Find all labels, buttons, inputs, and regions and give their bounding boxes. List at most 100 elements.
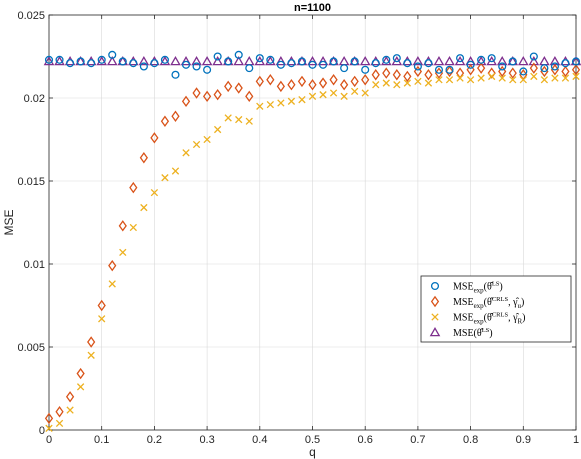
ls-exp-point xyxy=(118,57,127,66)
legend-label: MSEexp(θ̂LS) xyxy=(453,281,503,295)
crls-gamma-u-point xyxy=(224,80,233,93)
ls-exp-point xyxy=(329,57,338,66)
legend: MSEexp(θ̂LS)MSEexp(θ̂CRLS, γ̂u) MSEexp(θ̂… xyxy=(420,275,572,343)
crls-gamma-u-point xyxy=(403,70,412,83)
crls-gamma-u-point xyxy=(65,391,75,403)
crls-gamma-r-point xyxy=(340,92,348,100)
crls-gamma-u-point xyxy=(245,90,254,103)
crls-gamma-r-point xyxy=(66,406,74,414)
crls-gamma-r-point xyxy=(488,72,496,81)
chart-title: n=1100 xyxy=(294,2,331,14)
legend-ls-exp-marker xyxy=(430,281,440,291)
ls-exp-point xyxy=(297,57,307,66)
ls-exp-point xyxy=(203,65,212,74)
legend-ls-theory-marker xyxy=(429,326,441,337)
crls-gamma-u-point xyxy=(487,67,496,79)
ls-exp-point xyxy=(498,62,507,71)
ls-exp-point xyxy=(392,54,401,63)
ls-theory-point xyxy=(191,55,202,66)
ls-exp-point xyxy=(371,59,380,68)
crls-gamma-r-point xyxy=(235,115,243,124)
crls-gamma-u-point xyxy=(118,220,127,232)
ls-exp-point xyxy=(308,60,317,69)
crls-gamma-u-point xyxy=(234,82,243,94)
crls-gamma-r-point xyxy=(466,76,475,84)
grid-lines xyxy=(48,14,577,431)
crls-gamma-u-point xyxy=(413,65,423,78)
ls-theory-point xyxy=(444,55,455,66)
ls-exp-point xyxy=(487,54,496,63)
ls-exp-point xyxy=(382,55,391,64)
crls-gamma-u-point xyxy=(329,74,338,86)
crls-gamma-u-point xyxy=(129,181,138,194)
crls-gamma-r-point xyxy=(361,89,369,97)
ls-exp-point xyxy=(403,59,412,68)
ls-exp-point xyxy=(287,59,296,68)
ls-theory-point xyxy=(180,55,192,66)
series-crls-gamma-u xyxy=(44,62,581,425)
ls-exp-point xyxy=(508,57,517,66)
data-markers xyxy=(43,50,581,432)
x-tick-label: 0.1 xyxy=(94,434,109,446)
crls-gamma-u-point xyxy=(192,87,201,99)
crls-gamma-r-point xyxy=(551,74,559,82)
crls-gamma-u-point xyxy=(108,259,117,272)
ls-theory-point xyxy=(212,55,223,66)
legend-label: MSE(θ̂LS) xyxy=(453,327,493,339)
crls-gamma-u-point xyxy=(150,132,159,144)
y-tick-label: 0 xyxy=(39,425,45,437)
crls-gamma-u-point xyxy=(561,65,570,78)
x-tick-label: 0.5 xyxy=(305,434,320,446)
y-axis-label: MSE xyxy=(2,209,16,235)
ls-exp-point xyxy=(160,55,169,64)
x-tick-label: 0.3 xyxy=(199,434,214,446)
crls-gamma-u-point xyxy=(55,406,64,418)
crls-gamma-r-point xyxy=(351,87,359,96)
ls-theory-point xyxy=(359,55,371,66)
ls-exp-point xyxy=(192,62,201,71)
crls-gamma-r-point xyxy=(171,167,180,175)
crls-gamma-u-point xyxy=(266,74,275,86)
x-tick-label: 0 xyxy=(46,434,52,446)
crls-gamma-u-point xyxy=(139,152,148,164)
ls-exp-point xyxy=(234,50,243,59)
ls-theory-point xyxy=(307,55,318,66)
x-tick-label: 0.7 xyxy=(410,434,425,446)
ls-exp-point xyxy=(540,64,549,73)
crls-gamma-r-point xyxy=(319,91,327,99)
crls-gamma-r-point xyxy=(192,140,201,149)
crls-gamma-u-point xyxy=(466,64,475,76)
crls-gamma-r-point xyxy=(245,117,253,125)
ls-exp-point xyxy=(255,54,264,63)
ls-theory-point xyxy=(43,55,55,66)
crls-gamma-r-point xyxy=(329,89,338,97)
crls-gamma-r-point xyxy=(424,79,433,87)
crls-gamma-r-point xyxy=(182,149,190,157)
crls-gamma-r-point xyxy=(161,174,169,182)
ls-theory-point xyxy=(106,55,118,66)
crls-gamma-r-point xyxy=(445,76,454,84)
crls-gamma-r-point xyxy=(129,223,137,232)
crls-gamma-u-point xyxy=(350,75,359,88)
ls-exp-point xyxy=(413,62,422,71)
crls-gamma-r-point xyxy=(213,125,222,134)
ls-exp-point xyxy=(529,52,538,61)
legend-box xyxy=(420,275,572,343)
crls-gamma-r-point xyxy=(55,419,64,428)
ls-theory-point xyxy=(159,55,171,66)
ls-exp-point xyxy=(97,55,106,64)
crls-gamma-r-point xyxy=(266,100,274,109)
crls-gamma-r-point xyxy=(435,76,443,84)
crls-gamma-u-point xyxy=(44,412,54,425)
crls-gamma-u-point xyxy=(540,65,549,78)
tick-marks: 0 0.1 0.2 0.3 0.4 0.5 0.6 0.7 0.8 0.9 1 0 0.005 0.01 0… xyxy=(17,10,579,446)
ls-theory-point xyxy=(233,55,245,66)
ls-theory-point xyxy=(380,55,392,66)
crls-gamma-r-point xyxy=(45,424,53,432)
ls-exp-point xyxy=(445,65,454,74)
ls-theory-point xyxy=(265,55,276,66)
ls-exp-point xyxy=(466,60,475,69)
crls-gamma-r-point xyxy=(456,74,464,82)
legend-crls-gamma-r-marker xyxy=(431,313,439,321)
crls-gamma-u-point xyxy=(160,115,170,127)
